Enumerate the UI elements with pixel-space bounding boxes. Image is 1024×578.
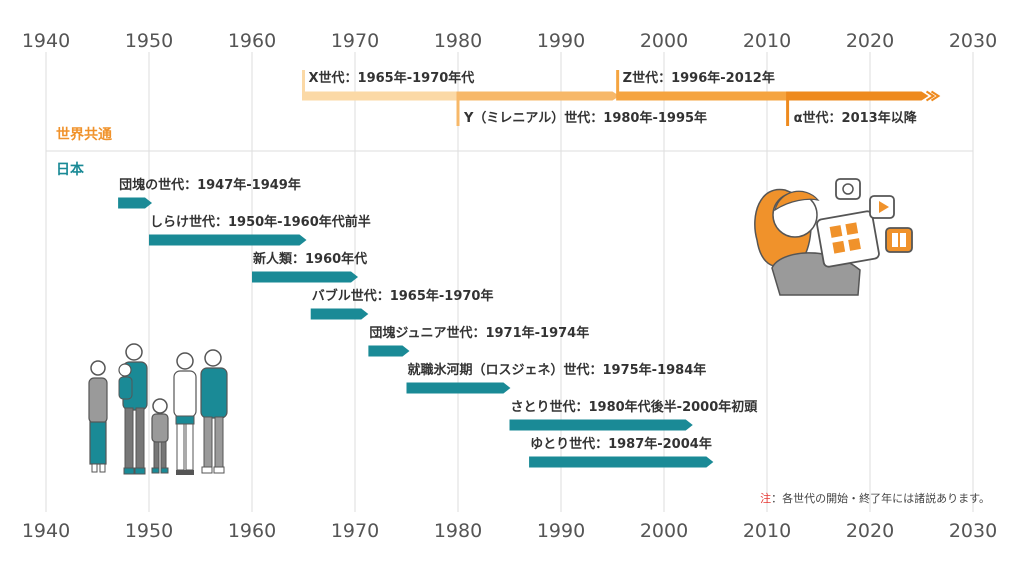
x-tick-label-top: 1940 bbox=[22, 30, 70, 52]
japan-generation-bar-group: バブル世代：1965年-1970年 bbox=[310, 288, 494, 320]
japan-generation-label: さとり世代：1980年代後半-2000年初頭 bbox=[511, 399, 759, 415]
japan-generation-label: しらけ世代：1950年-1960年代前半 bbox=[150, 214, 371, 230]
x-tick-label-bottom: 1970 bbox=[331, 520, 379, 542]
world-generation-bar bbox=[617, 91, 795, 101]
japan-generation-label: 新人類：1960年代 bbox=[253, 251, 367, 267]
world-generation-bar-group: α世代：2013年以降 bbox=[786, 90, 941, 126]
family-illustration bbox=[88, 343, 228, 475]
person-man-with-child bbox=[118, 343, 148, 475]
world-generation-bar bbox=[458, 91, 620, 101]
x-tick-label-top: 1980 bbox=[434, 30, 482, 52]
x-tick-label-bottom: 1990 bbox=[537, 520, 585, 542]
x-tick-label-top: 1960 bbox=[228, 30, 276, 52]
footnote-mark: 注 bbox=[760, 492, 772, 505]
world-generation-label: Z世代：1996年-2012年 bbox=[623, 70, 775, 86]
section-label-world: 世界共通 bbox=[56, 127, 112, 143]
x-tick-label-bottom: 2000 bbox=[640, 520, 688, 542]
japan-generation-label: バブル世代：1965年-1970年 bbox=[312, 288, 494, 304]
x-tick-label-top: 1990 bbox=[537, 30, 585, 52]
section-label-japan: 日本 bbox=[56, 162, 84, 178]
japan-generation-bar-group: 団塊ジュニア世代：1971年-1974年 bbox=[368, 325, 589, 357]
japan-generation-bar bbox=[118, 197, 152, 209]
japan-generation-bar bbox=[149, 234, 307, 246]
world-generation-label: X世代：1965年-1970年代 bbox=[309, 70, 475, 86]
world-generation-label: Y（ミレニアル）世代：1980年-1995年 bbox=[463, 110, 707, 126]
tablet-tiles bbox=[829, 222, 861, 254]
japan-generation-bar bbox=[252, 271, 358, 283]
x-tick-label-bottom: 1960 bbox=[228, 520, 276, 542]
x-tick-label-bottom: 2020 bbox=[846, 520, 894, 542]
x-tick-label-top: 2000 bbox=[640, 30, 688, 52]
world-generation-bar-group: Y（ミレニアル）世代：1980年-1995年 bbox=[456, 91, 707, 126]
play-icon bbox=[869, 195, 895, 219]
x-tick-label-top: 1970 bbox=[331, 30, 379, 52]
girl-with-tablet-illustration bbox=[754, 188, 880, 296]
x-tick-label-bottom: 1950 bbox=[125, 520, 173, 542]
japan-generation-bar-group: 就職氷河期（ロスジェネ）世代：1975年-1984年 bbox=[406, 362, 707, 394]
japan-generation-label: 団塊ジュニア世代：1971年-1974年 bbox=[369, 325, 589, 341]
person-older-man bbox=[200, 349, 228, 474]
world-generation-bar-group: Z世代：1996年-2012年 bbox=[616, 70, 795, 101]
person-child bbox=[151, 398, 169, 474]
japan-generation-bar-group: 新人類：1960年代 bbox=[252, 251, 367, 283]
japan-generation-label: 団塊の世代：1947年-1949年 bbox=[119, 177, 301, 193]
japan-generation-bar-group: しらけ世代：1950年-1960年代前半 bbox=[149, 214, 371, 246]
open-ended-chevron bbox=[930, 90, 941, 102]
footnote-text: ：各世代の開始・終了年には諸説あります。 bbox=[771, 492, 990, 505]
x-tick-label-bottom: 2010 bbox=[743, 520, 791, 542]
japan-generation-bar-group: 団塊の世代：1947年-1949年 bbox=[118, 177, 301, 209]
world-generation-bar bbox=[303, 91, 465, 101]
person-woman-right bbox=[173, 352, 197, 475]
x-tick-label-bottom: 1940 bbox=[22, 520, 70, 542]
chat-bubble-icon bbox=[835, 178, 861, 200]
japan-generation-bar bbox=[368, 345, 410, 357]
japan-generation-label: 就職氷河期（ロスジェネ）世代：1975年-1984年 bbox=[408, 362, 707, 378]
person-woman-left bbox=[88, 360, 108, 473]
japan-generation-label: ゆとり世代：1987年-2004年 bbox=[530, 436, 712, 452]
japan-generation-bar bbox=[529, 456, 714, 468]
x-tick-label-top: 2010 bbox=[743, 30, 791, 52]
x-tick-label-top: 1950 bbox=[125, 30, 173, 52]
world-generation-label: α世代：2013年以降 bbox=[794, 110, 918, 126]
book-icon bbox=[885, 227, 913, 253]
x-tick-label-top: 2030 bbox=[949, 30, 997, 52]
world-generation-bar-group: X世代：1965年-1970年代 bbox=[302, 70, 475, 101]
x-tick-label-bottom: 1980 bbox=[434, 520, 482, 542]
world-generation-bar bbox=[787, 91, 929, 101]
japan-generation-bar-group: ゆとり世代：1987年-2004年 bbox=[529, 436, 714, 468]
japan-generation-bar bbox=[509, 419, 693, 431]
japan-generation-bar-group: さとり世代：1980年代後半-2000年初頭 bbox=[509, 399, 759, 431]
x-tick-label-top: 2020 bbox=[846, 30, 894, 52]
japan-generation-bar bbox=[406, 382, 511, 394]
footnote: 注：各世代の開始・終了年には諸説あります。 bbox=[760, 490, 990, 506]
x-tick-label-bottom: 2030 bbox=[949, 520, 997, 542]
open-ended-chevron bbox=[925, 90, 936, 102]
japan-generation-bar bbox=[310, 308, 369, 320]
